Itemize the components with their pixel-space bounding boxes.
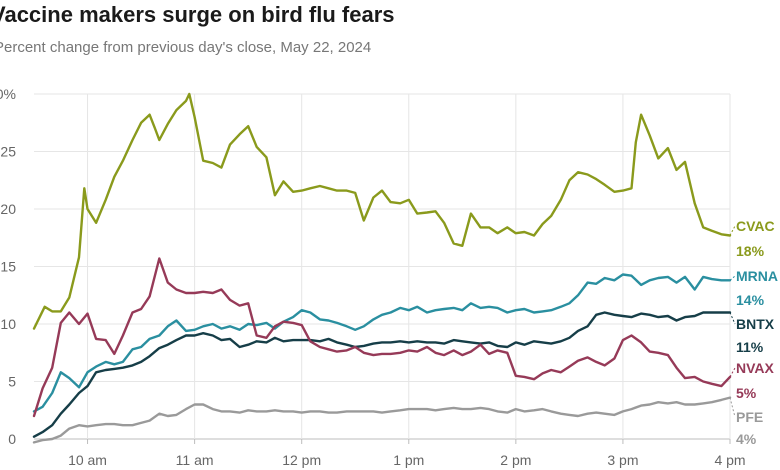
series-line-pfe — [32, 396, 732, 444]
y-tick-label: 25 — [0, 144, 16, 160]
series-value-bntx: 11% — [736, 339, 764, 355]
label-connector — [729, 312, 736, 325]
y-tick-label: 10 — [0, 316, 16, 332]
series-line-mrna — [32, 273, 732, 413]
series-name-bntx: BNTX — [736, 316, 775, 332]
label-connector — [729, 397, 736, 418]
x-tick-label: 3 pm — [607, 452, 638, 468]
x-axis-ticks: 10 am 11 am 12 pm 1 pm 2 pm 3 pm 4 pm — [68, 439, 746, 468]
label-connector — [729, 367, 736, 378]
series-value-nvax: 5% — [736, 385, 757, 401]
series-value-cvac: 18% — [736, 243, 765, 259]
y-tick-label: 30% — [0, 86, 16, 102]
y-tick-label: 5 — [8, 374, 16, 390]
x-tick-label: 2 pm — [500, 452, 531, 468]
label-connector — [729, 225, 736, 236]
series-name-pfe: PFE — [736, 409, 763, 425]
end-labels: CVAC 18% MRNA 14% BNTX 11% NVAX 5% PFE 4% — [729, 218, 778, 447]
y-tick-label: 0 — [8, 431, 16, 447]
series-line-bntx — [32, 311, 732, 438]
series-name-cvac: CVAC — [736, 218, 775, 234]
x-tick-label: 10 am — [68, 452, 107, 468]
x-tick-label: 4 pm — [714, 452, 745, 468]
chart-title: Vaccine makers surge on bird flu fears — [0, 2, 395, 27]
series-line-nvax — [32, 257, 732, 418]
y-tick-label: 20 — [0, 201, 16, 217]
series-name-mrna: MRNA — [736, 268, 778, 284]
series-line-cvac — [32, 92, 732, 330]
y-tick-label: 15 — [0, 259, 16, 275]
y-axis-ticks: 0 5 10 15 20 25 30% — [0, 86, 16, 447]
x-tick-label: 11 am — [176, 452, 214, 468]
series-lines — [32, 92, 732, 444]
series-value-mrna: 14% — [736, 292, 765, 308]
gridlines — [34, 93, 731, 440]
x-tick-label: 1 pm — [393, 452, 424, 468]
series-name-nvax: NVAX — [736, 360, 775, 376]
x-tick-label: 12 pm — [282, 452, 321, 468]
label-connector — [729, 275, 736, 281]
series-value-pfe: 4% — [736, 431, 757, 447]
chart-subtitle: Percent change from previous day's close… — [0, 39, 372, 56]
